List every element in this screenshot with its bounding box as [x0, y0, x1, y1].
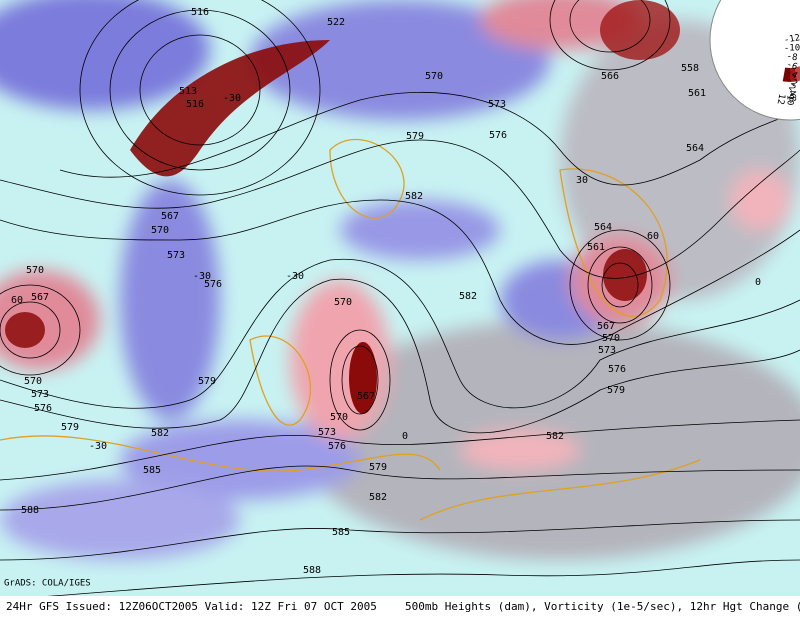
colorbar-label: 12 — [775, 93, 787, 105]
colorbar-label: -12 — [783, 33, 800, 46]
contour-label: 573 — [318, 427, 336, 438]
contour-label: -30 — [193, 271, 211, 282]
contour-label: 566 — [601, 71, 619, 82]
contour-label: 573 — [598, 345, 616, 356]
height-change-contours — [0, 138, 701, 521]
contour-label: 30 — [576, 175, 588, 186]
colorbar-swatch — [782, 67, 790, 82]
contour-label: 582 — [546, 431, 564, 442]
colorbar-label: -10 — [784, 44, 800, 54]
contour-label: 570 — [151, 225, 169, 236]
contour-label: 588 — [303, 565, 321, 576]
colorbar-label: 2 — [786, 83, 797, 94]
contour-label: 576 — [328, 441, 346, 452]
contour-label: 573 — [488, 99, 506, 110]
contour-label: 567 — [357, 391, 375, 402]
contour-label: 564 — [594, 222, 612, 233]
contour-label: 561 — [688, 88, 706, 99]
colorbar-label: 10 — [785, 95, 795, 106]
footer-right: 500mb Heights (dam), Vorticity (1e-5/sec… — [405, 600, 800, 613]
contour-label: 570 — [26, 265, 44, 276]
contour-label: 567 — [161, 211, 179, 222]
height-contours — [0, 0, 800, 596]
contour-label: 522 — [327, 17, 345, 28]
contour-label: 513 — [179, 86, 197, 97]
contour-label: 570 — [24, 376, 42, 387]
colorbar-label: 4 — [786, 88, 797, 98]
contour-label: 0 — [402, 431, 408, 442]
contour-label: 570 — [334, 297, 352, 308]
contour-label: 558 — [681, 63, 699, 74]
contour-label: 570 — [425, 71, 443, 82]
contour-label: 567 — [31, 292, 49, 303]
colorbar-label: -6 — [785, 60, 799, 73]
contour-label: 585 — [143, 465, 161, 476]
contour-label: 579 — [406, 131, 424, 142]
colorbar-swatch — [790, 67, 798, 82]
contour-label: 516 — [191, 7, 209, 18]
colorbar-label: -4 — [785, 67, 799, 81]
contour-label: 570 — [602, 333, 620, 344]
contour-label: 0 — [755, 277, 761, 288]
contour-label: 579 — [198, 376, 216, 387]
contour-label: 60 — [647, 231, 659, 242]
contour-label: 564 — [686, 143, 704, 154]
contour-label: 582 — [459, 291, 477, 302]
contour-label: 579 — [61, 422, 79, 433]
contour-label: 588 — [21, 505, 39, 516]
colorbar-label: 8 — [786, 96, 797, 103]
footer-bar — [0, 596, 800, 620]
contour-label: 576 — [608, 364, 626, 375]
contour-label: 573 — [31, 389, 49, 400]
contour-label: 582 — [369, 492, 387, 503]
contour-label: -30 — [286, 271, 304, 282]
contour-label: 579 — [369, 462, 387, 473]
colorbar-label: 6 — [786, 93, 797, 102]
contour-label: 567 — [597, 321, 615, 332]
contour-label: 573 — [167, 250, 185, 261]
contour-label: 576 — [34, 403, 52, 414]
contour-label: 60 — [11, 295, 23, 306]
footer-left: 24Hr GFS Issued: 12Z06OCT2005 Valid: 12Z… — [6, 600, 377, 613]
contour-label: 570 — [330, 412, 348, 423]
contour-label: -30 — [89, 441, 107, 452]
colorbar-label: -8 — [786, 52, 798, 64]
contour-label: 585 — [332, 527, 350, 538]
contour-label: 579 — [607, 385, 625, 396]
contour-label: 576 — [204, 279, 222, 290]
colorbar-swatch — [794, 66, 800, 82]
contour-label: 576 — [489, 130, 507, 141]
contour-label: 582 — [405, 191, 423, 202]
contour-label: -30 — [223, 93, 241, 104]
credit: GrADS: COLA/IGES — [4, 579, 91, 589]
contour-label: 516 — [186, 99, 204, 110]
contour-label: 561 — [587, 242, 605, 253]
contour-label: 582 — [151, 428, 169, 439]
